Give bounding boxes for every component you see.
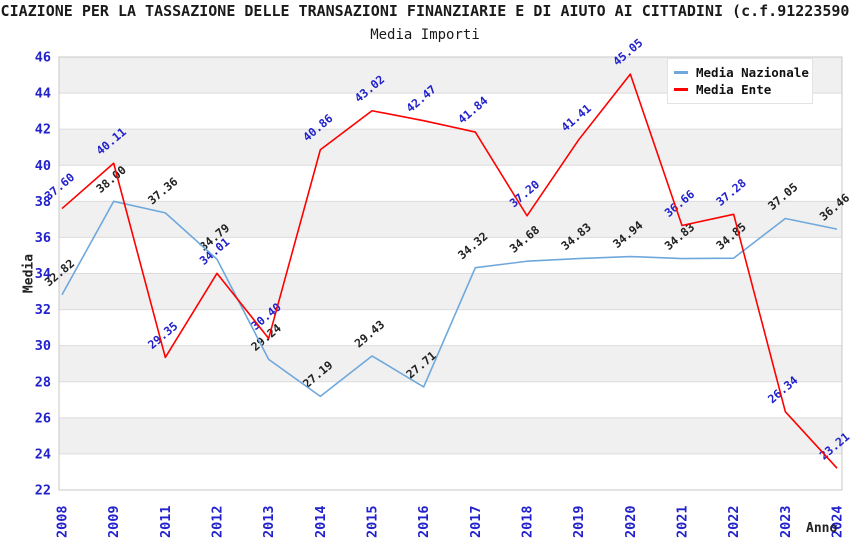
- plot-border: [58, 56, 843, 491]
- y-tick-label: 34: [35, 266, 51, 282]
- y-tick-label: 40: [35, 158, 51, 174]
- plot-band: [59, 417, 842, 454]
- y-axis-title: Media: [21, 253, 37, 294]
- plot-band: [59, 309, 842, 346]
- y-tick-label: 38: [35, 194, 51, 210]
- x-tick-label: 2021: [675, 505, 691, 538]
- x-tick-label: 2009: [106, 505, 122, 538]
- x-tick-label: 2008: [55, 505, 71, 538]
- plot-band: [59, 381, 842, 418]
- y-tick-label: 28: [35, 374, 51, 390]
- legend-item-media-ente: Media Ente: [674, 81, 812, 98]
- chart-subtitle: Media Importi: [370, 27, 480, 43]
- y-tick-label: 44: [35, 86, 51, 102]
- y-tick-label: 26: [35, 410, 51, 426]
- x-tick-label: 2019: [571, 505, 587, 538]
- x-tick-label: 2015: [365, 505, 381, 538]
- chart-legend: Media Nazionale Media Ente: [667, 58, 813, 104]
- series-line-media-nazionale: [61, 200, 838, 398]
- x-tick-label: 2012: [210, 505, 226, 538]
- legend-item-media-nazionale: Media Nazionale: [674, 64, 812, 81]
- y-tick-label: 36: [35, 230, 51, 246]
- x-tick-label: 2017: [468, 505, 484, 538]
- chart-title: OCIAZIONE PER LA TASSAZIONE DELLE TRANSA…: [0, 2, 850, 20]
- x-tick-label: 2023: [778, 505, 794, 538]
- y-tick-label: 42: [35, 122, 51, 138]
- plot-band: [59, 129, 842, 166]
- blue-line-swatch-icon: [674, 71, 688, 74]
- x-tick-label: 2018: [520, 505, 536, 538]
- plot-band: [59, 273, 842, 310]
- plot-band: [59, 165, 842, 202]
- y-tick-label: 30: [35, 338, 51, 354]
- y-tick-label: 22: [35, 483, 51, 499]
- legend-label: Media Ente: [696, 82, 772, 97]
- y-tick-label: 32: [35, 302, 51, 318]
- x-tick-label: 2022: [726, 505, 742, 538]
- series-line-media-ente: [61, 73, 838, 469]
- plot-band: [59, 237, 842, 274]
- x-tick-label: 2013: [261, 505, 277, 538]
- y-tick-label: 24: [35, 446, 51, 462]
- x-tick-label: 2020: [623, 505, 639, 538]
- x-tick-label: 2014: [313, 505, 329, 538]
- x-tick-label: 2011: [158, 505, 174, 538]
- plot-band: [59, 345, 842, 382]
- legend-label: Media Nazionale: [696, 65, 809, 80]
- x-tick-label: 2024: [830, 505, 846, 538]
- y-tick-label: 46: [35, 50, 51, 66]
- x-axis-title: Anno: [806, 521, 838, 536]
- x-tick-label: 2016: [416, 505, 432, 538]
- red-line-swatch-icon: [674, 88, 688, 91]
- plot-band: [59, 453, 842, 490]
